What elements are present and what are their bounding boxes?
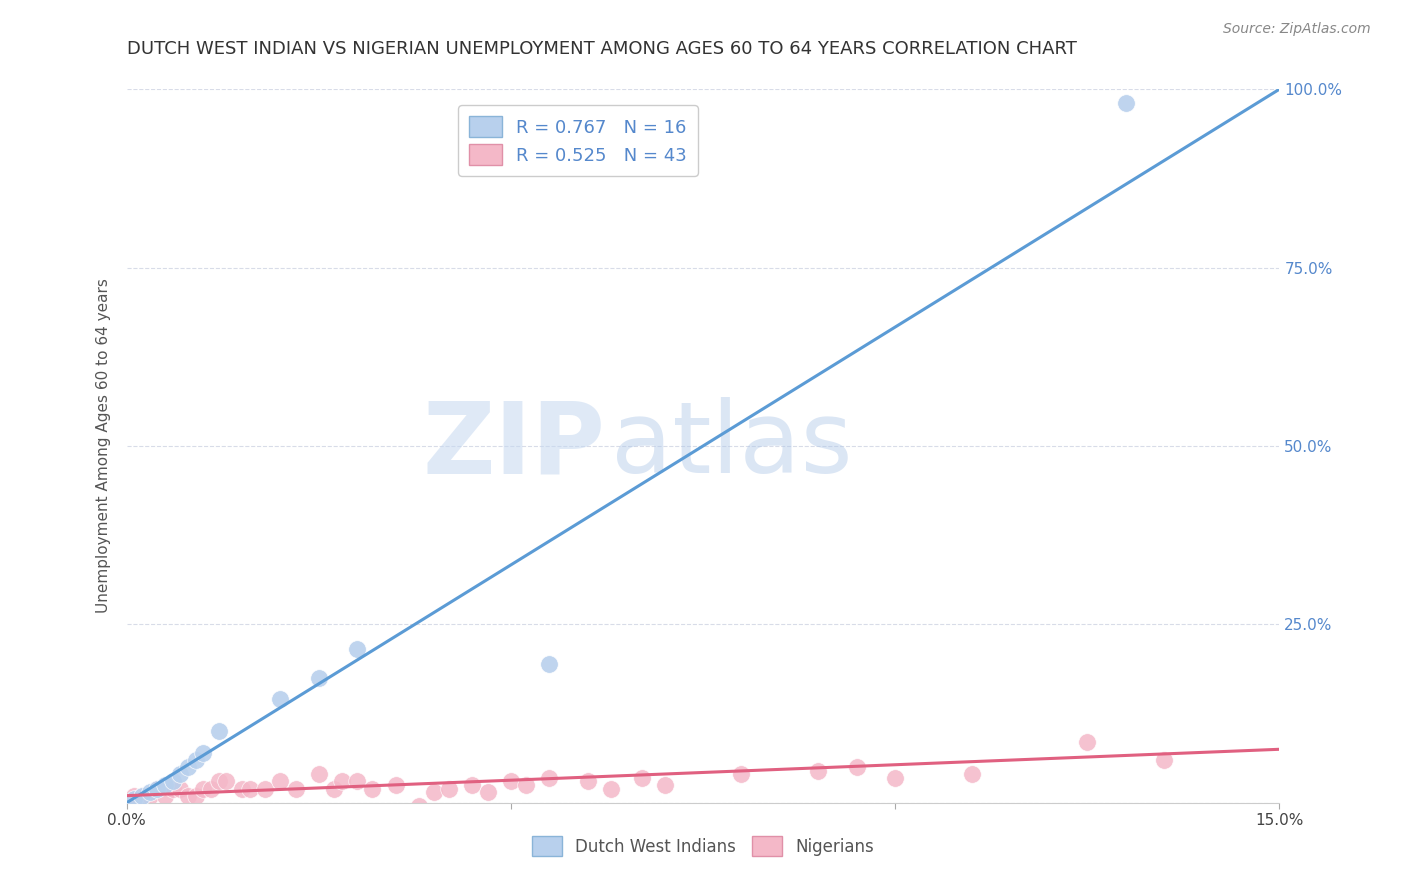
Text: atlas: atlas: [610, 398, 852, 494]
Point: [308, 671, 330, 685]
Point: [384, 778, 406, 792]
Point: [515, 778, 537, 792]
Point: [162, 781, 184, 796]
Point: [153, 778, 176, 792]
Point: [153, 789, 176, 803]
Point: [461, 778, 484, 792]
Point: [193, 781, 215, 796]
Point: [184, 753, 207, 767]
Point: [346, 774, 368, 789]
Point: [538, 657, 561, 671]
Point: [439, 781, 461, 796]
Point: [208, 774, 231, 789]
Point: [630, 771, 652, 785]
Point: [238, 781, 260, 796]
Point: [599, 781, 621, 796]
Point: [208, 724, 231, 739]
Text: ZIP: ZIP: [422, 398, 605, 494]
Point: [138, 789, 160, 803]
Legend: Dutch West Indians, Nigerians: Dutch West Indians, Nigerians: [524, 830, 882, 863]
Point: [576, 774, 599, 789]
Point: [330, 774, 353, 789]
Point: [177, 789, 200, 803]
Point: [122, 792, 145, 806]
Point: [162, 774, 184, 789]
Point: [308, 767, 330, 781]
Point: [200, 781, 222, 796]
Point: [177, 760, 200, 774]
Point: [423, 785, 446, 799]
Point: [346, 642, 368, 657]
Point: [269, 692, 291, 706]
Point: [169, 781, 191, 796]
Point: [408, 799, 430, 814]
Point: [131, 789, 153, 803]
Point: [477, 785, 499, 799]
Point: [193, 746, 215, 760]
Point: [960, 767, 983, 781]
Y-axis label: Unemployment Among Ages 60 to 64 years: Unemployment Among Ages 60 to 64 years: [96, 278, 111, 614]
Point: [730, 767, 752, 781]
Point: [361, 781, 384, 796]
Text: DUTCH WEST INDIAN VS NIGERIAN UNEMPLOYMENT AMONG AGES 60 TO 64 YEARS CORRELATION: DUTCH WEST INDIAN VS NIGERIAN UNEMPLOYME…: [127, 40, 1077, 58]
Point: [1076, 735, 1098, 749]
Point: [146, 781, 169, 796]
Point: [845, 760, 868, 774]
Text: Source: ZipAtlas.com: Source: ZipAtlas.com: [1223, 22, 1371, 37]
Point: [184, 789, 207, 803]
Point: [1115, 96, 1137, 111]
Point: [169, 767, 191, 781]
Point: [131, 789, 153, 803]
Point: [654, 778, 676, 792]
Point: [215, 774, 238, 789]
Point: [138, 785, 160, 799]
Point: [284, 781, 307, 796]
Point: [231, 781, 253, 796]
Point: [146, 781, 169, 796]
Point: [253, 781, 276, 796]
Point: [884, 771, 907, 785]
Point: [1153, 753, 1175, 767]
Point: [499, 774, 522, 789]
Point: [122, 789, 145, 803]
Point: [538, 771, 561, 785]
Point: [269, 774, 291, 789]
Point: [323, 781, 346, 796]
Point: [807, 764, 830, 778]
